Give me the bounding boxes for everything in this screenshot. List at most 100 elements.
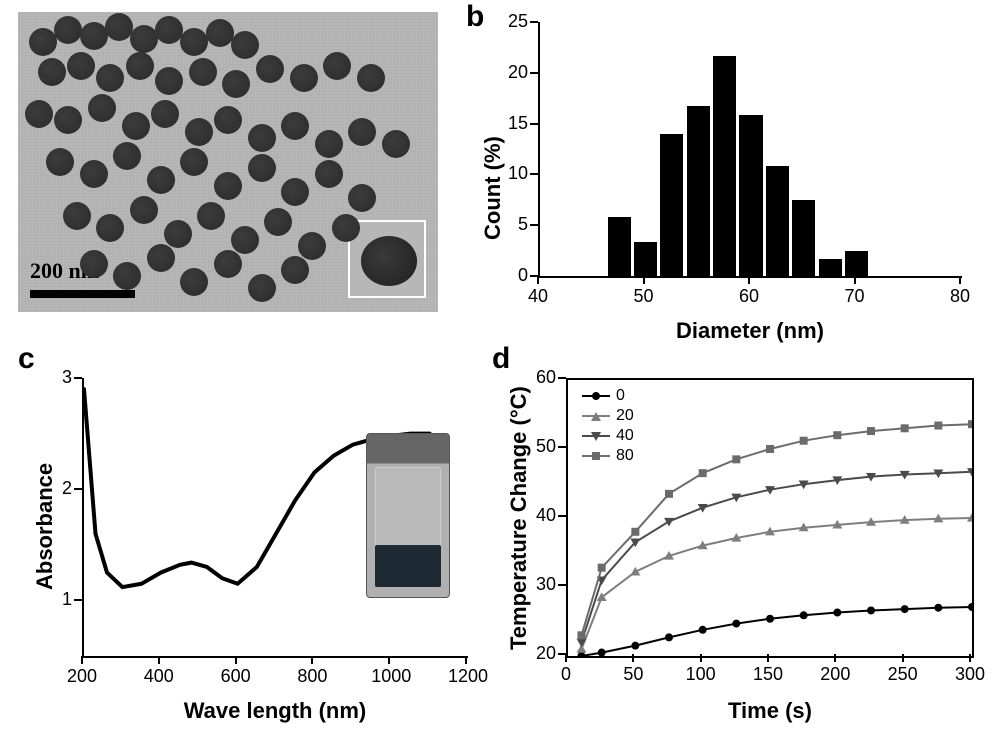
nanoparticle xyxy=(231,31,259,59)
xtick-label: 150 xyxy=(750,664,786,685)
legend-marker-icon xyxy=(592,452,600,460)
legend-label: 0 xyxy=(616,387,625,405)
series-marker xyxy=(800,437,808,445)
ytick-label: 20 xyxy=(522,643,556,664)
xtick-label: 100 xyxy=(683,664,719,685)
series-marker xyxy=(665,633,673,641)
ytick xyxy=(530,21,538,23)
ytick xyxy=(530,72,538,74)
xtick-label: 80 xyxy=(942,286,978,307)
xtick-label: 400 xyxy=(141,666,177,687)
xtick-label: 200 xyxy=(64,666,100,687)
series-marker xyxy=(598,564,606,572)
xtick xyxy=(537,276,539,284)
ytick-label: 25 xyxy=(494,11,528,32)
nanoparticle xyxy=(248,154,276,182)
series-marker xyxy=(867,606,875,614)
series-marker xyxy=(968,603,972,611)
ytick-label: 0 xyxy=(494,265,528,286)
series-marker xyxy=(664,518,674,527)
nanoparticle xyxy=(256,55,284,83)
ytick xyxy=(530,173,538,175)
xtick xyxy=(834,654,836,662)
series-marker xyxy=(867,427,875,435)
series-marker xyxy=(800,611,808,619)
histogram-bar xyxy=(766,166,789,276)
xtick xyxy=(700,654,702,662)
series-marker xyxy=(833,609,841,617)
histogram-chart: Count (%) Diameter (nm) 4050607080051015… xyxy=(460,10,980,350)
nanoparticle xyxy=(155,67,183,95)
ytick xyxy=(74,377,82,379)
xtick-label: 40 xyxy=(520,286,556,307)
plot-area-c xyxy=(82,378,468,658)
series-line xyxy=(582,518,973,649)
nanoparticle xyxy=(155,16,183,44)
series-marker xyxy=(934,604,942,612)
ytick xyxy=(558,377,566,379)
nanoparticle xyxy=(248,124,276,152)
series-marker xyxy=(901,605,909,613)
nanoparticle xyxy=(290,64,318,92)
xtick xyxy=(465,656,467,664)
xtick xyxy=(643,276,645,284)
series-line xyxy=(582,472,973,642)
nanoparticle xyxy=(29,28,57,56)
legend-item: 20 xyxy=(582,406,634,426)
legend-swatch xyxy=(582,455,610,457)
ytick xyxy=(74,488,82,490)
ytick xyxy=(558,515,566,517)
legend-d: 0204080 xyxy=(582,386,634,466)
ytick-label: 15 xyxy=(494,113,528,134)
series-marker xyxy=(766,445,774,453)
kinetics-chart: 0204080 Temperature Change (°C) Time (s)… xyxy=(488,360,988,730)
histogram-bar xyxy=(660,134,683,276)
panel-c-spectrum: Absorbance Wave length (nm) 200400600800… xyxy=(12,360,482,730)
vial-liquid xyxy=(375,545,441,587)
nanoparticle xyxy=(25,100,53,128)
histogram-bar xyxy=(819,259,842,276)
series-marker xyxy=(631,528,639,536)
xlabel-d: Time (s) xyxy=(566,698,974,724)
xtick xyxy=(311,656,313,664)
legend-swatch xyxy=(582,415,610,417)
xtick-label: 800 xyxy=(294,666,330,687)
xtick-label: 250 xyxy=(885,664,921,685)
series-marker xyxy=(665,490,673,498)
ytick-label: 20 xyxy=(494,62,528,83)
nanoparticle xyxy=(147,244,175,272)
nanoparticle xyxy=(147,166,175,194)
xlabel-c: Wave length (nm) xyxy=(82,698,468,724)
tem-image: 200 nm xyxy=(18,12,438,312)
xtick xyxy=(748,276,750,284)
nanoparticle xyxy=(206,19,234,47)
nanoparticle xyxy=(315,160,343,188)
series-marker xyxy=(766,615,774,623)
nanoparticle xyxy=(113,262,141,290)
xtick-label: 0 xyxy=(548,664,584,685)
xtick-label: 50 xyxy=(615,664,651,685)
xtick xyxy=(158,656,160,664)
xtick xyxy=(767,654,769,662)
inset-vial xyxy=(366,433,450,598)
panel-b-histogram: Count (%) Diameter (nm) 4050607080051015… xyxy=(460,10,980,350)
legend-item: 0 xyxy=(582,386,634,406)
ytick xyxy=(74,599,82,601)
xtick-label: 1200 xyxy=(448,666,484,687)
xtick-label: 600 xyxy=(218,666,254,687)
xtick xyxy=(632,654,634,662)
xtick xyxy=(388,656,390,664)
nanoparticle xyxy=(214,106,242,134)
legend-label: 40 xyxy=(616,427,634,445)
histogram-bar xyxy=(687,106,710,276)
legend-marker-icon xyxy=(592,392,600,400)
series-marker xyxy=(934,422,942,430)
nanoparticle xyxy=(197,202,225,230)
nanoparticle xyxy=(231,226,259,254)
nanoparticle xyxy=(332,214,360,242)
nanoparticle xyxy=(248,274,276,302)
series-marker xyxy=(577,631,585,639)
ytick-label: 2 xyxy=(38,478,72,499)
nanoparticle xyxy=(357,64,385,92)
ytick-label: 50 xyxy=(522,436,556,457)
